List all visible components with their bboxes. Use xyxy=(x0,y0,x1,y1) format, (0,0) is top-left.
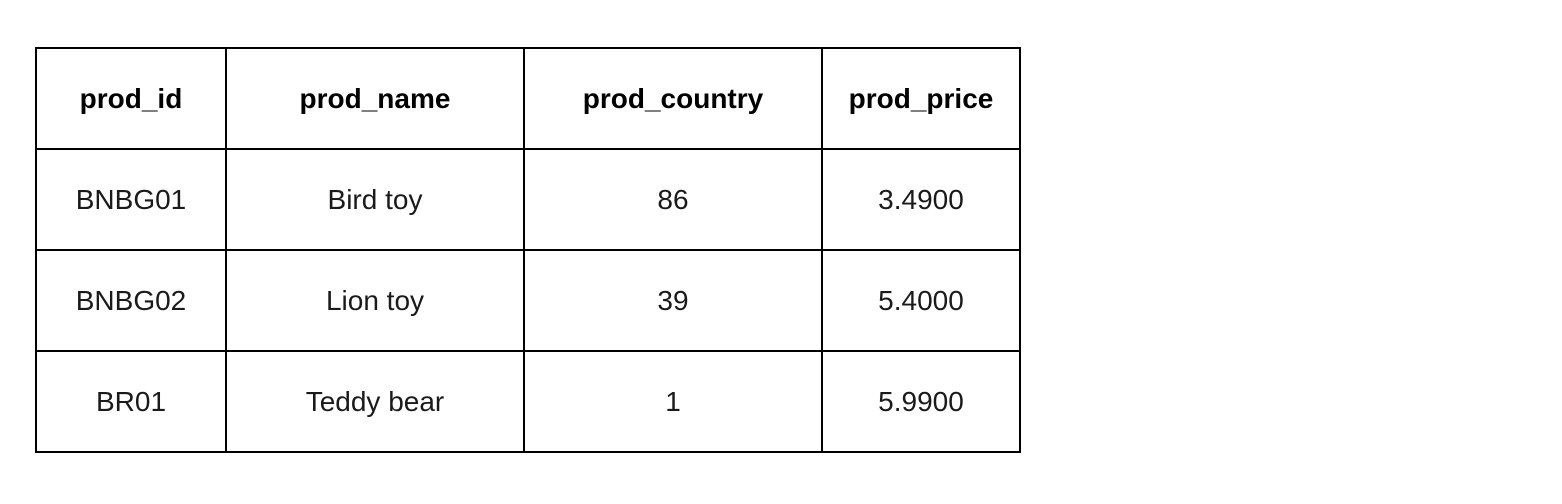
column-header-prod-country: prod_country xyxy=(523,47,823,150)
cell-prod-price: 5.4000 xyxy=(821,249,1021,352)
cell-prod-id: BR01 xyxy=(35,350,227,453)
cell-prod-country: 1 xyxy=(523,350,823,453)
table-row: BNBG01 Bird toy 86 3.4900 xyxy=(35,148,1021,251)
table-row: BNBG02 Lion toy 39 5.4000 xyxy=(35,249,1021,352)
cell-prod-name: Bird toy xyxy=(225,148,525,251)
cell-prod-price: 3.4900 xyxy=(821,148,1021,251)
column-header-prod-name: prod_name xyxy=(225,47,525,150)
table-body: BNBG01 Bird toy 86 3.4900 BNBG02 Lion to… xyxy=(35,148,1021,453)
cell-prod-country: 39 xyxy=(523,249,823,352)
cell-prod-id: BNBG01 xyxy=(35,148,227,251)
column-header-prod-price: prod_price xyxy=(821,47,1021,150)
header-row: prod_id prod_name prod_country prod_pric… xyxy=(35,47,1021,150)
table-row: BR01 Teddy bear 1 5.9900 xyxy=(35,350,1021,453)
cell-prod-id: BNBG02 xyxy=(35,249,227,352)
products-table: prod_id prod_name prod_country prod_pric… xyxy=(35,47,1021,453)
column-header-prod-id: prod_id xyxy=(35,47,227,150)
table-header: prod_id prod_name prod_country prod_pric… xyxy=(35,47,1021,150)
cell-prod-name: Lion toy xyxy=(225,249,525,352)
cell-prod-name: Teddy bear xyxy=(225,350,525,453)
cell-prod-price: 5.9900 xyxy=(821,350,1021,453)
cell-prod-country: 86 xyxy=(523,148,823,251)
